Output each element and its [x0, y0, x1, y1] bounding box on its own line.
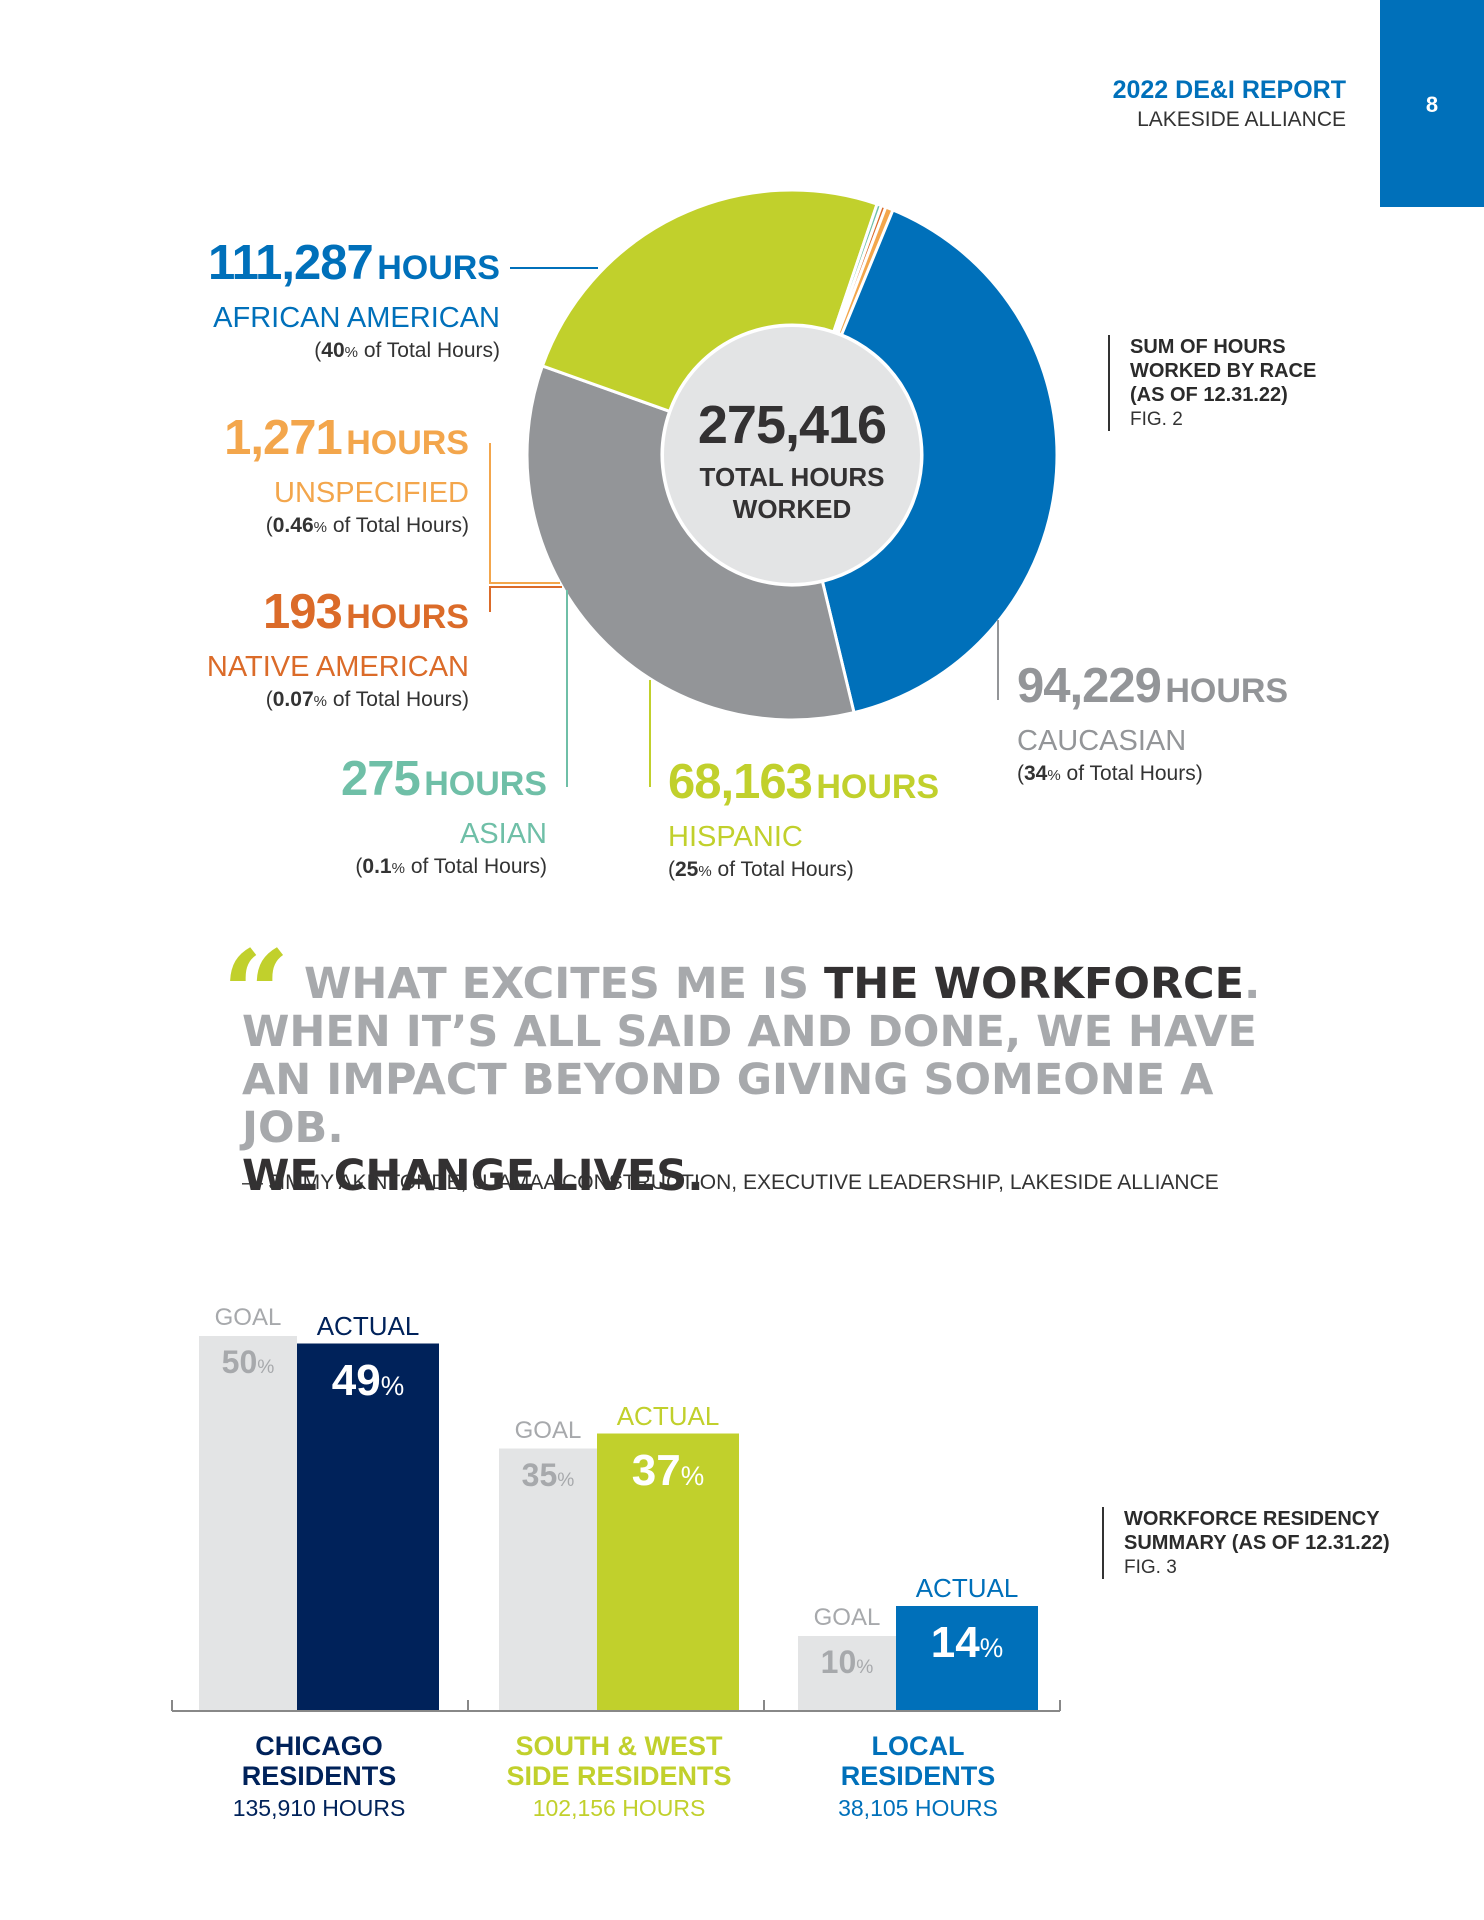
category-hours: 135,910 HOURS: [232, 1795, 406, 1821]
pct-hispanic: (25% of Total Hours): [668, 858, 854, 881]
name-hispanic: HISPANIC: [668, 821, 803, 853]
category-name: LOCAL RESIDENTS: [840, 1731, 996, 1791]
goal-label: GOAL: [514, 1416, 582, 1444]
actual-label: ACTUAL: [616, 1400, 720, 1431]
goal-value: 35%: [521, 1456, 575, 1493]
fig2-caption: SUM OF HOURS WORKED BY RACE (AS OF 12.31…: [1130, 336, 1317, 406]
pct-african-american: (40% of Total Hours): [314, 339, 500, 362]
pct-asian: (0.1% of Total Hours): [355, 855, 547, 878]
goal-bar: [798, 1636, 896, 1711]
goal-label: GOAL: [214, 1304, 282, 1331]
residency-bar-chart: [171, 1336, 1061, 1712]
value-native-american: 193: [262, 585, 343, 639]
category-hours: 102,156 HOURS: [532, 1795, 706, 1821]
label-native-american: 193 HOURS NATIVE AMERICAN (0.07% of Tota…: [207, 585, 469, 712]
unit-asian: HOURS: [424, 765, 547, 803]
quote-part2: THE WORKFORCE: [823, 959, 1244, 1009]
actual-value: 37%: [631, 1445, 705, 1495]
actual-bar: [597, 1433, 739, 1711]
donut-slice-african-american: [820, 205, 1059, 715]
total-hours-label: TOTAL HOURS WORKED: [699, 462, 885, 524]
donut-center: [664, 327, 920, 583]
pct-caucasian: (34% of Total Hours): [1017, 762, 1203, 785]
name-asian: ASIAN: [459, 818, 547, 850]
label-unspecified: 1,271 HOURS UNSPECIFIED (0.46% of Total …: [224, 411, 469, 538]
goal-bar: [499, 1448, 597, 1711]
actual-label: ACTUAL: [316, 1310, 420, 1341]
label-hispanic: 68,163 HOURS HISPANIC (25% of Total Hour…: [668, 755, 939, 882]
pull-quote: WHAT EXCITES ME IS THE WORKFORCE. WHEN I…: [242, 960, 1302, 1200]
total-hours-value: 275,416: [697, 395, 887, 455]
quote-attribution: — JIMMY AKINTONDE, UJAMAA CONSTRUCTION, …: [242, 1171, 1219, 1194]
category-name: SOUTH & WEST SIDE RESIDENTS: [506, 1731, 732, 1791]
donut-slice-hispanic: [540, 188, 879, 414]
value-african-american: 111,287: [208, 236, 374, 290]
actual-value: 14%: [930, 1618, 1004, 1667]
name-unspecified: UNSPECIFIED: [274, 477, 469, 509]
value-unspecified: 1,271: [224, 411, 343, 465]
connector-native-american: [489, 586, 562, 612]
value-caucasian: 94,229: [1017, 659, 1162, 713]
donut-center-text: 275,416 TOTAL HOURS WORKED: [672, 395, 912, 525]
quote-part1: WHAT EXCITES ME IS: [304, 959, 824, 1009]
donut-slice-unspecified: [836, 205, 895, 337]
fig3-caption: WORKFORCE RESIDENCY SUMMARY (AS OF 12.31…: [1124, 1508, 1390, 1554]
actual-label: ACTUAL: [915, 1573, 1019, 1603]
value-hispanic: 68,163: [668, 755, 813, 809]
unit-unspecified: HOURS: [346, 424, 469, 462]
actual-value: 49%: [331, 1355, 405, 1405]
org-name: LAKESIDE ALLIANCE: [1137, 108, 1346, 131]
unit-african-american: HOURS: [377, 249, 500, 287]
unit-hispanic: HOURS: [816, 768, 940, 806]
name-african-american: AFRICAN AMERICAN: [213, 302, 500, 334]
connector-unspecified: [489, 443, 560, 584]
goal-value: 50%: [221, 1344, 275, 1380]
quote-part3: .: [1244, 959, 1261, 1009]
page-number: 8: [1425, 92, 1439, 117]
fig3-caption-block: WORKFORCE RESIDENCY SUMMARY (AS OF 12.31…: [1102, 1507, 1414, 1579]
pct-unspecified: (0.46% of Total Hours): [265, 514, 469, 537]
unit-caucasian: HOURS: [1165, 672, 1289, 710]
label-asian: 275 HOURS ASIAN (0.1% of Total Hours): [341, 752, 547, 879]
actual-bar: [896, 1606, 1038, 1711]
donut-chart: [489, 188, 1059, 787]
goal-bar: [199, 1336, 297, 1711]
category-name: CHICAGO RESIDENTS: [241, 1731, 397, 1791]
value-asian: 275: [340, 752, 421, 806]
unit-native-american: HOURS: [346, 598, 469, 636]
pct-native-american: (0.07% of Total Hours): [265, 688, 469, 711]
quote-part5: WE CHANGE LIVES.: [242, 1151, 704, 1201]
quote-part4: WHEN IT’S ALL SAID AND DONE, WE HAVE AN …: [242, 1007, 1257, 1153]
name-native-american: NATIVE AMERICAN: [206, 651, 469, 683]
label-african-american: 111,287 HOURS AFRICAN AMERICAN (40% of T…: [208, 236, 500, 363]
goal-label: GOAL: [813, 1604, 881, 1631]
goal-value: 10%: [820, 1644, 874, 1680]
fig3-label: FIG. 3: [1124, 1557, 1177, 1578]
fig2-label: FIG. 2: [1130, 409, 1183, 430]
donut-slice-caucasian: [525, 364, 856, 722]
report-title: 2022 DE&I REPORT: [1112, 76, 1346, 104]
page-number-tab: 8: [1380, 0, 1484, 207]
fig2-caption-block: SUM OF HOURS WORKED BY RACE (AS OF 12.31…: [1108, 335, 1330, 431]
category-hours: 38,105 HOURS: [838, 1795, 998, 1821]
quote-mark: “: [222, 924, 290, 1063]
actual-bar: [297, 1343, 439, 1711]
name-caucasian: CAUCASIAN: [1017, 725, 1187, 757]
label-caucasian: 94,229 HOURS CAUCASIAN (34% of Total Hou…: [1017, 659, 1288, 786]
